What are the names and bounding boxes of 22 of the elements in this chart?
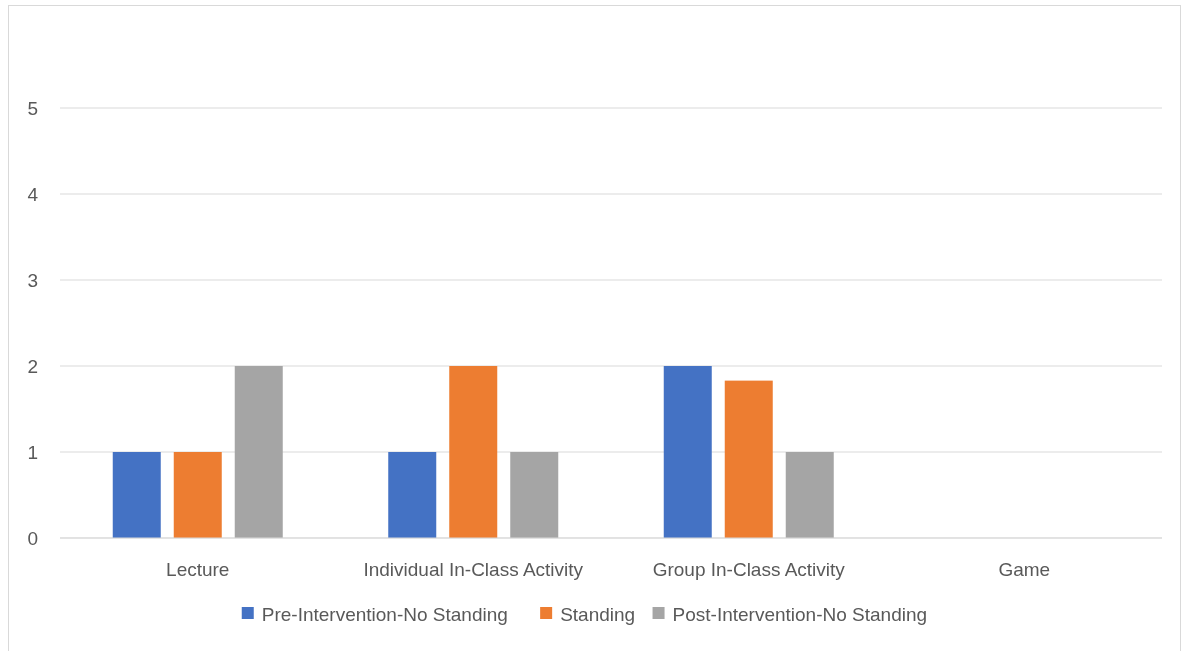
bar [112, 452, 161, 538]
y-tick-label: 3 [27, 269, 38, 291]
y-tick-label: 2 [27, 355, 38, 377]
bar [785, 452, 834, 538]
bar [510, 452, 559, 538]
bar [234, 366, 283, 538]
x-tick-label: Group In-Class Activity [652, 559, 846, 580]
bar [724, 380, 773, 538]
legend-label: Pre-Intervention-No Standing [261, 603, 508, 625]
y-tick-label: 0 [27, 527, 38, 549]
legend-label: Post-Intervention-No Standing [672, 603, 928, 625]
y-tick-label: 4 [27, 183, 39, 205]
y-tick-label: 5 [27, 97, 38, 119]
x-tick-label: Game [998, 559, 1051, 580]
bar [663, 366, 712, 538]
legend-label: Standing [560, 603, 636, 625]
bar [449, 366, 498, 538]
x-tick-label: Lecture [166, 559, 230, 580]
x-tick-label: Individual In-Class Activity [363, 559, 584, 580]
bar [173, 452, 222, 538]
bar [388, 452, 437, 538]
y-tick-label: 1 [27, 441, 38, 463]
